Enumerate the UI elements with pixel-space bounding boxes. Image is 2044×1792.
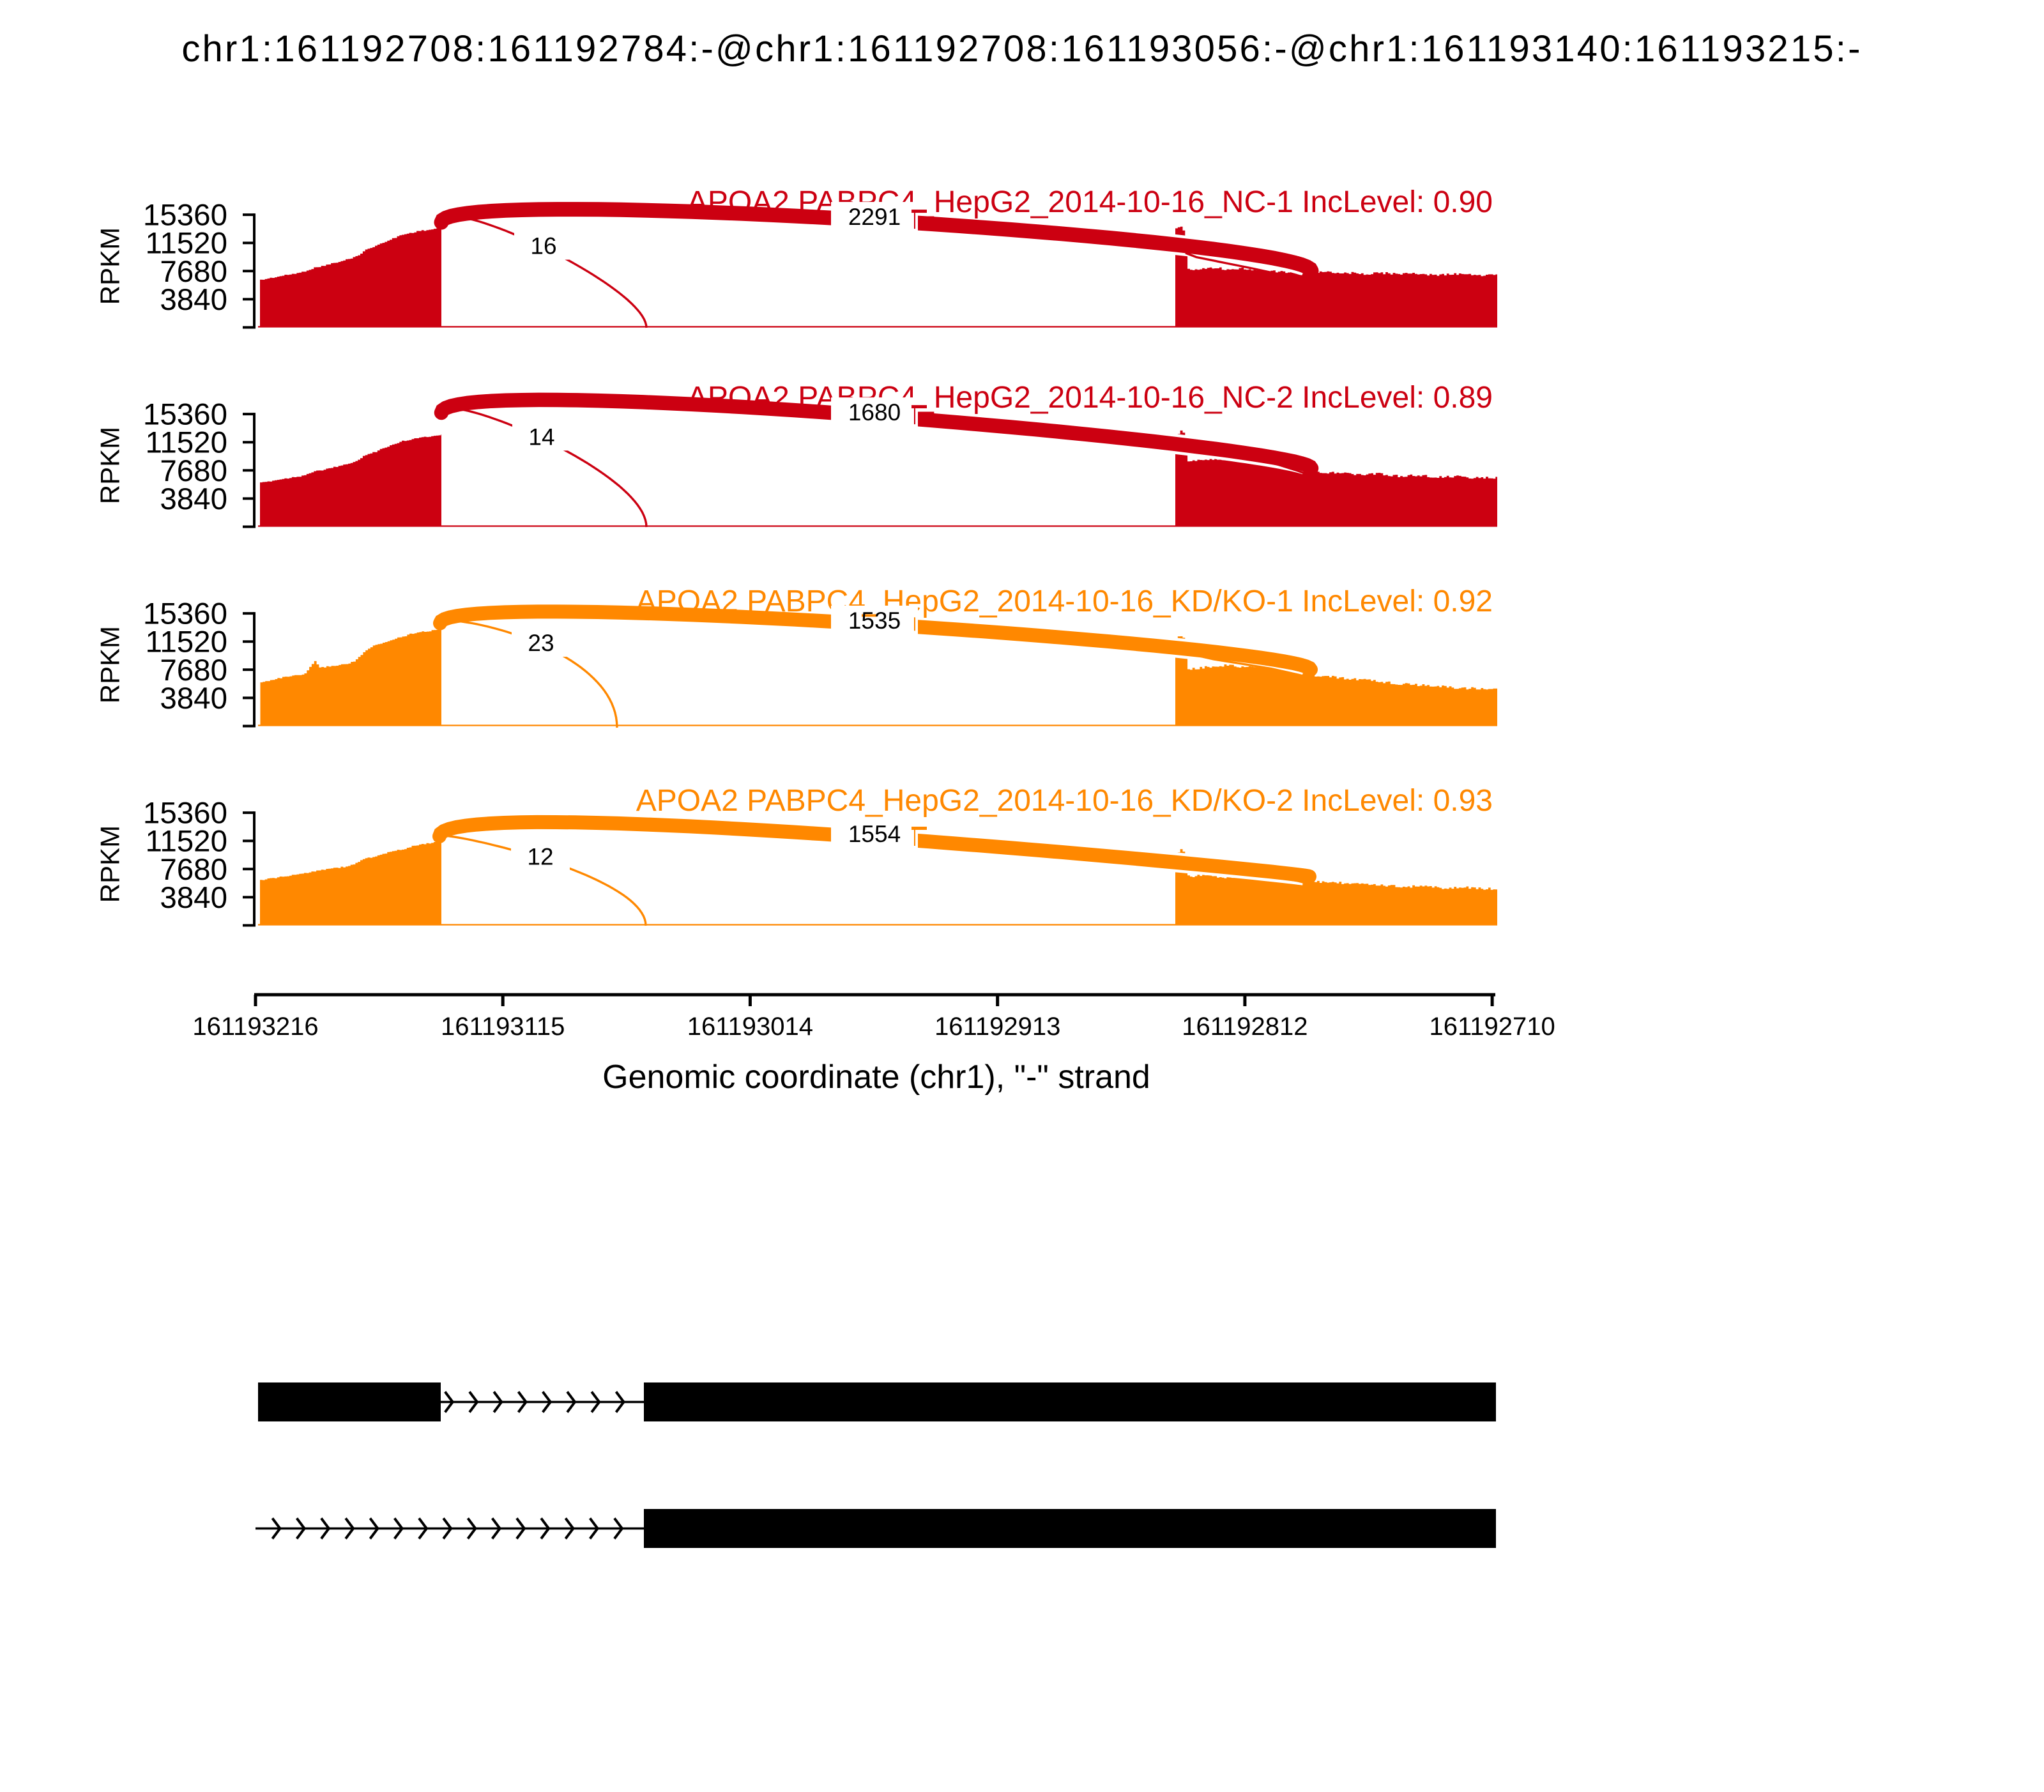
svg-text:161192913: 161192913 <box>934 1013 1060 1041</box>
svg-text:14: 14 <box>528 424 554 450</box>
svg-text:3840: 3840 <box>160 881 227 915</box>
svg-text:2291: 2291 <box>848 204 901 230</box>
svg-text:11520: 11520 <box>145 227 227 261</box>
svg-text:RPKM: RPKM <box>95 626 125 703</box>
svg-text:161193115: 161193115 <box>441 1013 565 1041</box>
svg-text:7680: 7680 <box>160 454 227 488</box>
svg-text:12: 12 <box>527 843 553 869</box>
svg-text:3840: 3840 <box>160 482 227 516</box>
svg-text:3840: 3840 <box>160 283 227 317</box>
svg-text:Genomic coordinate (chr1), "-": Genomic coordinate (chr1), "-" strand <box>602 1059 1150 1096</box>
svg-text:15360: 15360 <box>143 199 227 233</box>
svg-text:7680: 7680 <box>160 654 227 687</box>
svg-text:RPKM: RPKM <box>95 825 125 903</box>
svg-text:1535: 1535 <box>848 608 901 634</box>
svg-text:161192812: 161192812 <box>1182 1013 1308 1041</box>
svg-text:7680: 7680 <box>160 853 227 887</box>
svg-text:161193216: 161193216 <box>192 1013 318 1041</box>
svg-text:APOA2 PABPC4_HepG2_2014-10-16_: APOA2 PABPC4_HepG2_2014-10-16_KD/KO-2 In… <box>636 784 1493 818</box>
svg-text:11520: 11520 <box>145 825 227 859</box>
svg-text:1554: 1554 <box>848 821 901 847</box>
svg-text:161192710: 161192710 <box>1429 1013 1555 1041</box>
svg-text:RPKM: RPKM <box>95 427 125 504</box>
svg-text:11520: 11520 <box>145 426 227 460</box>
svg-text:chr1:161192708:161192784:-@chr: chr1:161192708:161192784:-@chr1:16119270… <box>181 28 1862 70</box>
svg-text:1680: 1680 <box>848 399 901 425</box>
svg-text:16: 16 <box>530 233 556 259</box>
svg-text:11520: 11520 <box>145 625 227 659</box>
svg-text:15360: 15360 <box>143 597 227 631</box>
svg-text:161193014: 161193014 <box>687 1013 813 1041</box>
svg-text:15360: 15360 <box>143 398 227 432</box>
svg-text:15360: 15360 <box>143 797 227 831</box>
svg-text:RPKM: RPKM <box>95 227 125 305</box>
svg-text:3840: 3840 <box>160 682 227 716</box>
svg-text:23: 23 <box>528 630 554 656</box>
svg-text:7680: 7680 <box>160 255 227 289</box>
